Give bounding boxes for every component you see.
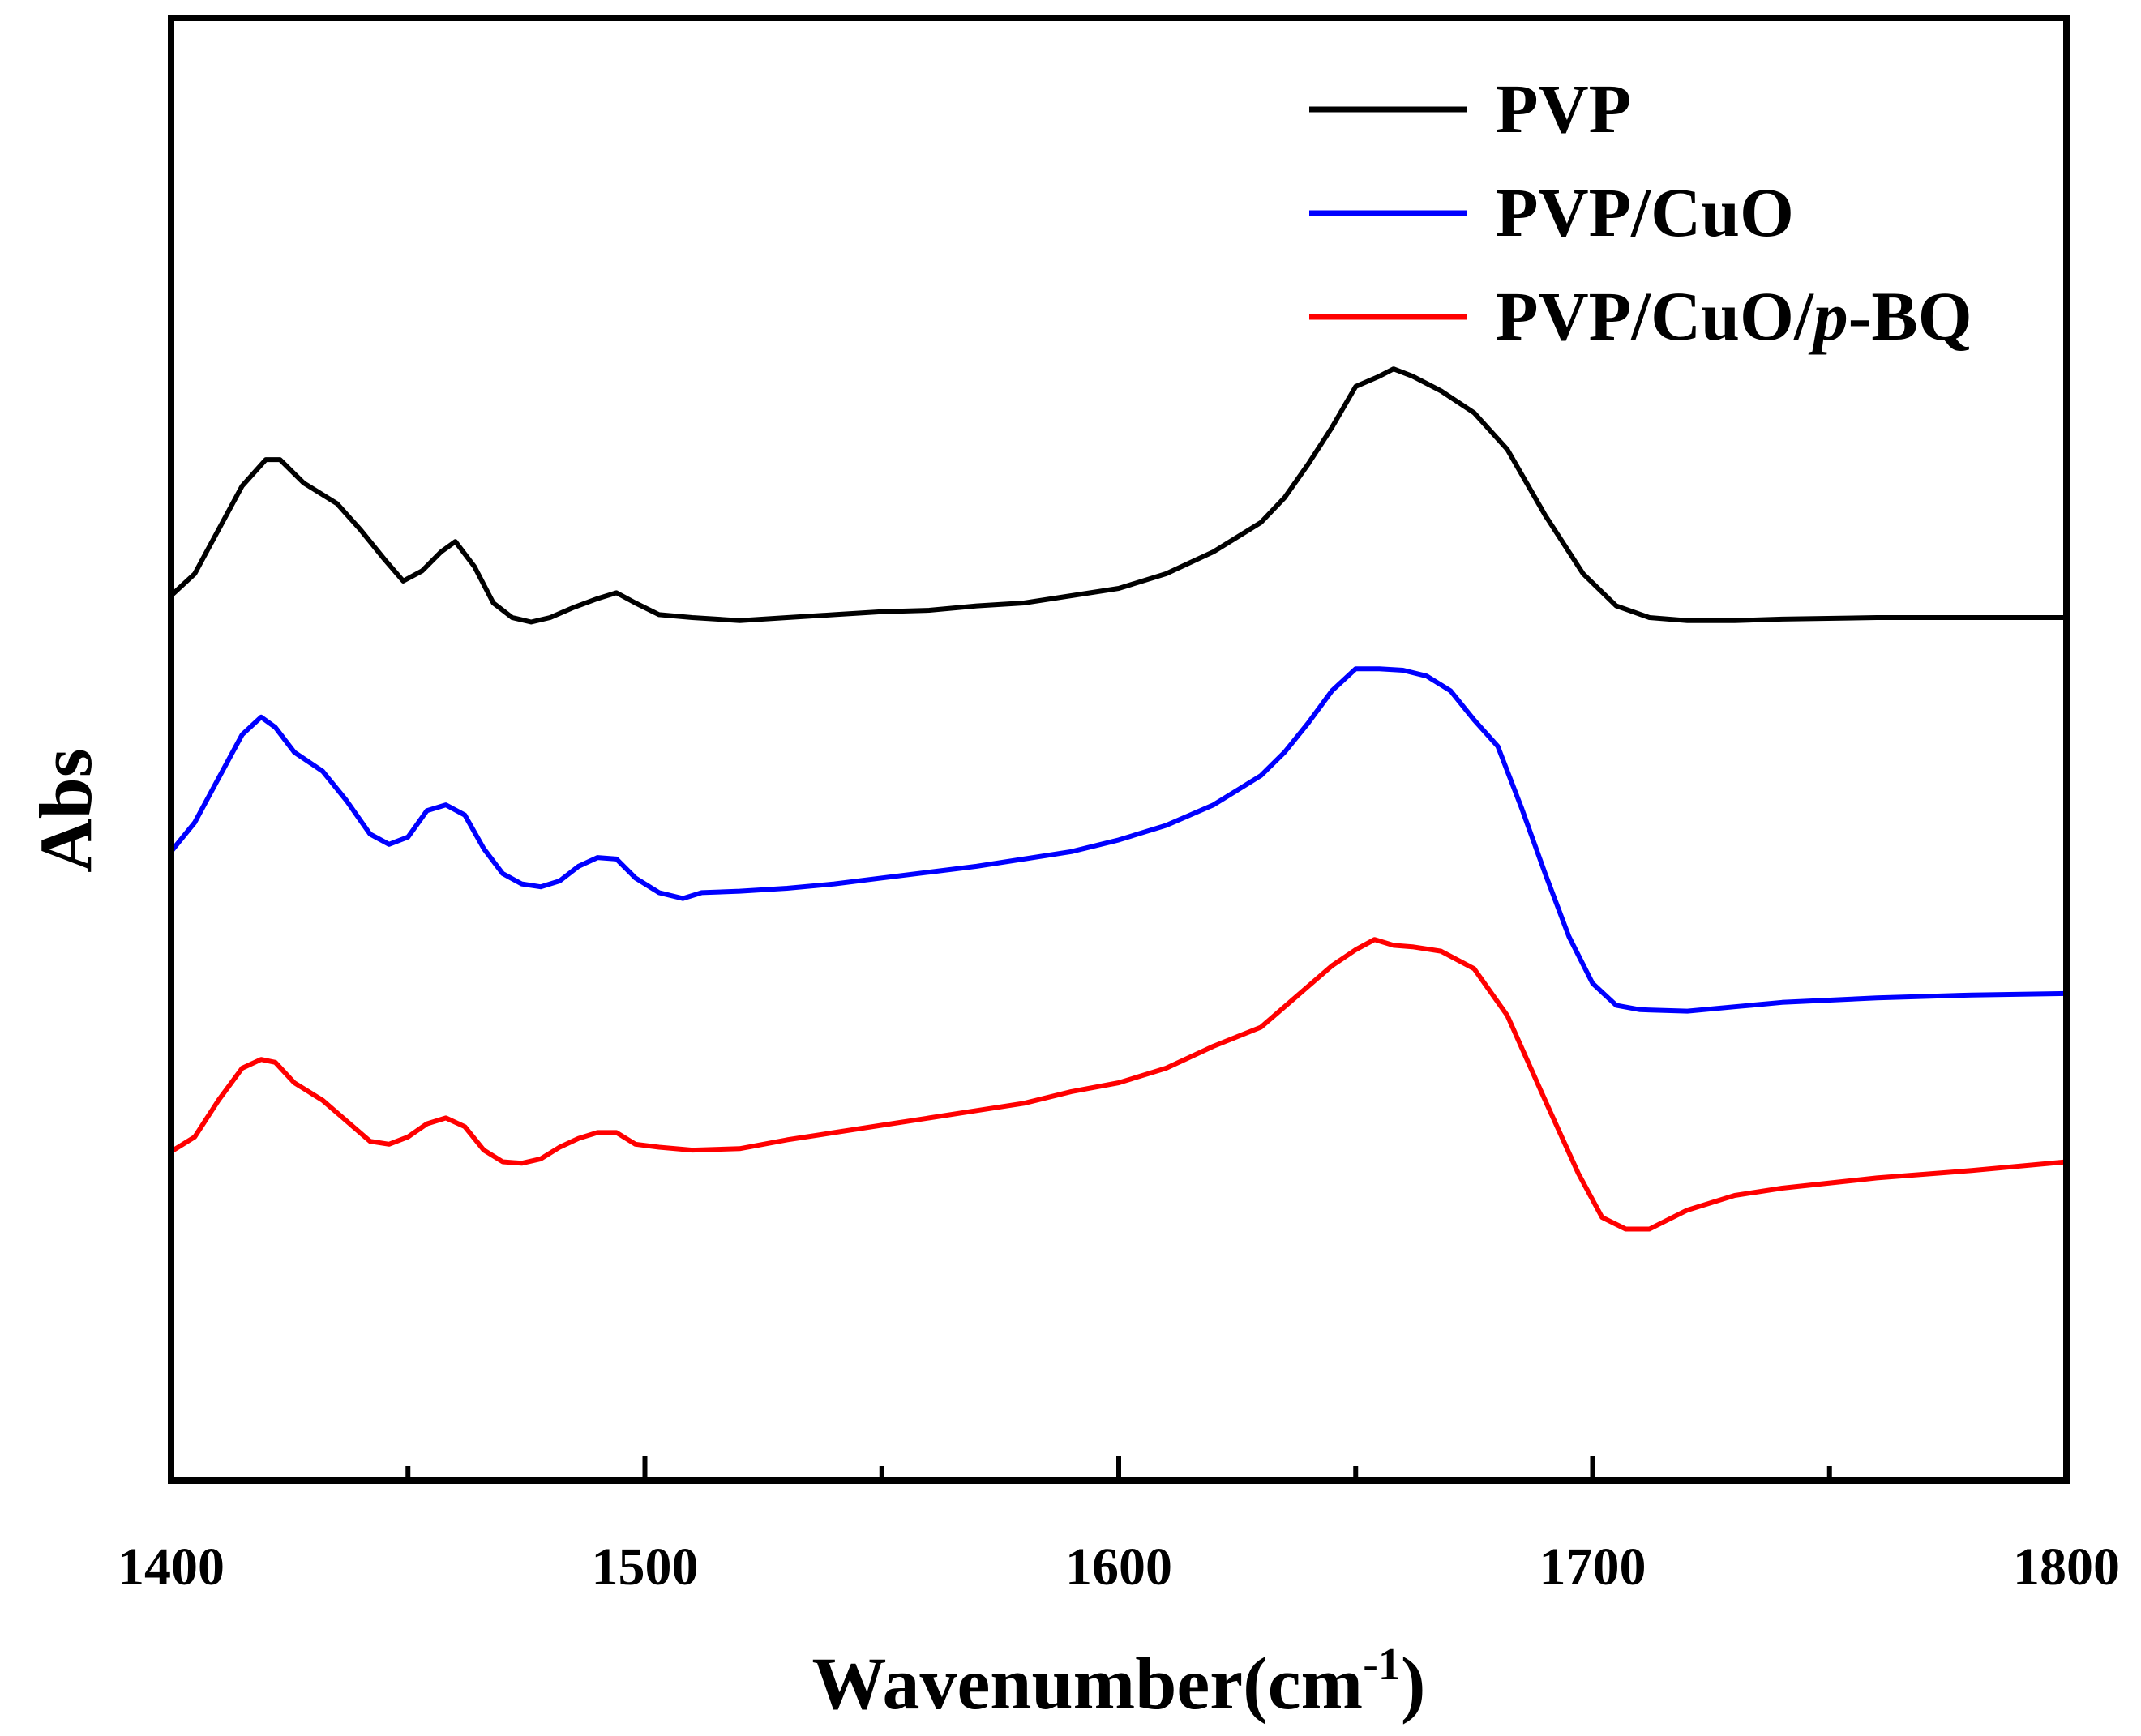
legend-label-0: PVP <box>1496 70 1631 148</box>
x-tick-label: 1400 <box>118 1537 225 1597</box>
y-axis-title: Abs <box>24 748 107 872</box>
x-tick-label: 1600 <box>1065 1537 1172 1597</box>
x-axis-title-close: ) <box>1401 1642 1426 1725</box>
x-tick-label: 1800 <box>2013 1537 2120 1597</box>
x-axis-title-superscript: -1 <box>1363 1640 1401 1690</box>
x-axis-title: Wavenumber(cm-1) <box>812 1640 1426 1725</box>
x-axis-title-text: Wavenumber(cm <box>812 1642 1364 1725</box>
series-line-0 <box>169 366 2066 625</box>
series-line-1 <box>169 666 2067 1014</box>
legend: PVP PVP/CuO PVP/CuO/p-BQ <box>1309 70 1972 355</box>
series-line-2 <box>169 937 2067 1232</box>
series-layer <box>169 366 2067 1232</box>
legend-label-1: PVP/CuO <box>1496 173 1794 251</box>
legend-label-2: PVP/CuO/p-BQ <box>1496 277 1972 355</box>
x-tick-label: 1500 <box>592 1537 699 1597</box>
x-tick-label: 1700 <box>1539 1537 1646 1597</box>
x-axis-ticks: 1400 1500 1600 1700 1800 <box>118 1456 2120 1597</box>
